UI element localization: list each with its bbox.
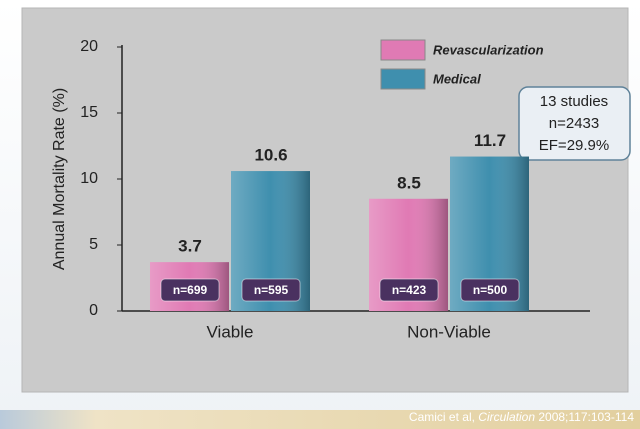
sample-badge <box>241 278 301 302</box>
sample-label: n=423 <box>392 283 427 297</box>
annotation-line: 13 studies <box>540 93 608 110</box>
sample-badge <box>379 278 439 302</box>
annotation-box <box>518 86 631 161</box>
sample-badge <box>160 278 220 302</box>
annotation-line: EF=29.9% <box>539 137 609 154</box>
x-tick-label: Viable <box>207 322 254 341</box>
sample-label: n=699 <box>173 283 208 297</box>
y-tick-label: 5 <box>89 236 98 253</box>
sample-badge <box>460 278 520 302</box>
footer-strip <box>0 410 640 429</box>
annotation-line: n=2433 <box>549 115 599 132</box>
sample-label: n=595 <box>254 283 289 297</box>
legend-label: Medical <box>433 71 481 86</box>
y-axis-title: Annual Mortality Rate (%) <box>51 88 68 270</box>
citation: Camici et al, Circulation 2008;117:103-1… <box>409 410 634 424</box>
value-label: 10.6 <box>254 146 287 165</box>
plot-panel <box>21 7 629 393</box>
y-tick-label: 0 <box>89 302 98 319</box>
x-tick-label: Non-Viable <box>407 322 491 341</box>
value-label: 8.5 <box>397 173 421 192</box>
y-tick-label: 20 <box>80 38 98 55</box>
value-label: 11.7 <box>474 131 506 150</box>
legend-label: Revascularization <box>433 42 544 57</box>
legend-swatch <box>380 68 426 90</box>
value-label: 3.7 <box>178 237 202 256</box>
y-tick-label: 10 <box>80 170 98 187</box>
y-tick-label: 15 <box>80 104 98 121</box>
legend-swatch <box>380 39 426 61</box>
sample-label: n=500 <box>473 283 508 297</box>
